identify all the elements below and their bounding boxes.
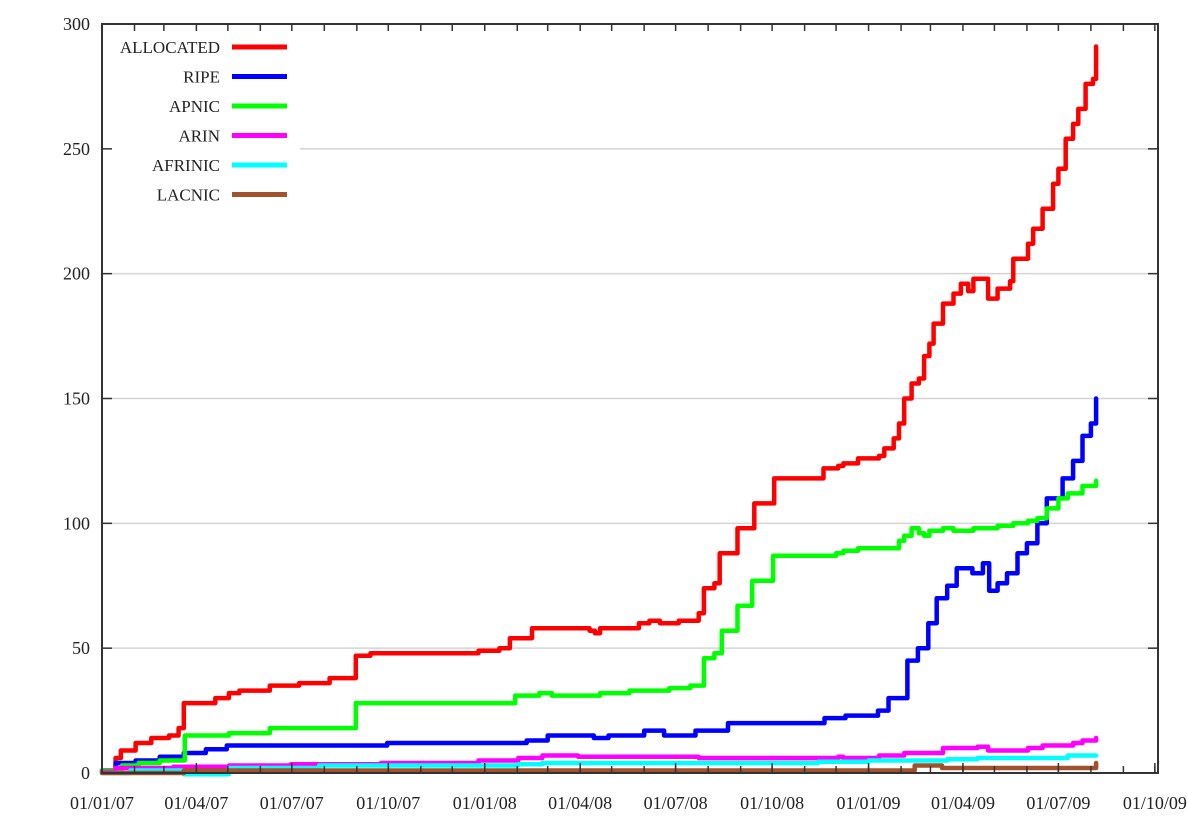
series-line-allocated	[99, 44, 1099, 773]
legend: ALLOCATED RIPE APNIC ARIN AFRINIC LACNIC	[104, 32, 300, 212]
x-tick-label: 01/07/08	[644, 793, 708, 813]
series-line-apnic	[99, 478, 1099, 773]
x-tick-label: 01/07/07	[260, 793, 324, 813]
gridlines	[102, 148, 1158, 649]
y-tick-label: 300	[63, 14, 90, 34]
series-line-arin	[99, 735, 1099, 775]
x-tick-label: 01/01/07	[70, 793, 134, 813]
y-tick-label: 200	[63, 264, 90, 284]
y-tick-label: 100	[63, 513, 90, 533]
y-tick-label: 0	[81, 763, 90, 783]
series-line-lacnic	[99, 760, 1099, 776]
axes	[101, 23, 1159, 774]
legend-label-afrinic: AFRINIC	[152, 156, 220, 175]
tick-labels: 0 50 100 150 200 250 300 01/01/07 01/04/07 01/07/…	[63, 14, 1187, 813]
legend-label-arin: ARIN	[178, 127, 220, 146]
legend-label-lacnic: LACNIC	[157, 186, 220, 205]
x-tick-label: 01/04/08	[548, 793, 612, 813]
y-tick-label: 50	[72, 638, 90, 658]
x-tick-label: 01/10/08	[740, 793, 804, 813]
x-tick-label: 01/04/07	[164, 793, 228, 813]
x-tick-label: 01/10/07	[356, 793, 420, 813]
legend-label-apnic: APNIC	[169, 97, 220, 116]
legend-background	[104, 32, 300, 212]
plot-frame	[101, 23, 1159, 774]
y-tick-label: 150	[63, 389, 90, 409]
x-tick-label: 01/01/08	[453, 793, 517, 813]
x-tick-label: 01/10/09	[1123, 793, 1187, 813]
x-tick-label: 01/01/09	[837, 793, 901, 813]
series-lines	[99, 44, 1099, 777]
legend-label-ripe: RIPE	[183, 68, 220, 87]
legend-label-allocated: ALLOCATED	[120, 38, 220, 57]
y-tick-label: 250	[63, 139, 90, 159]
x-tick-label: 01/04/09	[931, 793, 995, 813]
series-line-ripe	[99, 396, 1099, 773]
x-tick-label: 01/07/09	[1026, 793, 1090, 813]
